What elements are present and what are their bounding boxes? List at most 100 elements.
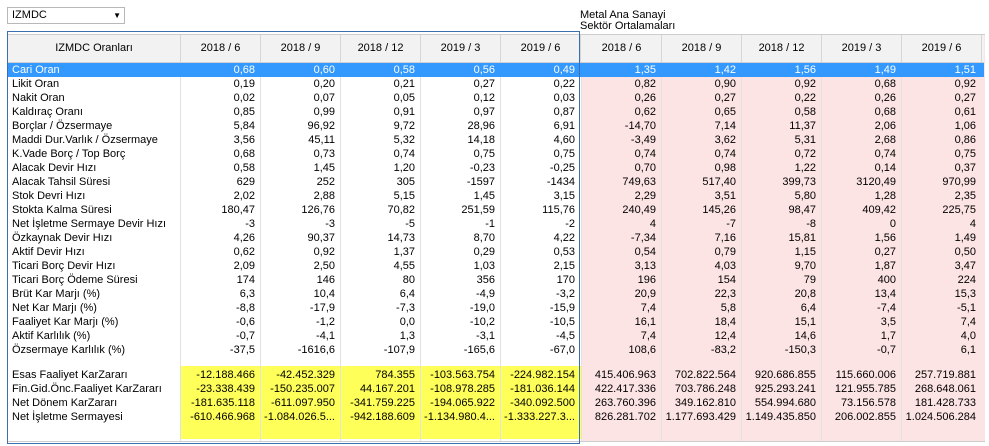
sector-value-cell: 4: [649, 218, 656, 230]
ratio-row[interactable]: Özsermaye Karlılık (%) -37,5 -1616,6 -107,9…: [8, 343, 984, 357]
sector-value-cell: -5,1: [957, 302, 976, 314]
ratio-row[interactable]: Alacak Tahsil Süresi 629 252 305 -1597 -1434 7…: [8, 175, 984, 189]
header-sector-period-1[interactable]: 2018 / 9: [662, 35, 742, 62]
sector-value-cell: 1,56: [742, 63, 822, 77]
sector-value-cell: -83,2: [710, 344, 736, 356]
ratio-row[interactable]: Aktif Devir Hızı 0,62 0,92 1,37 0,29 0,53 0,54…: [8, 245, 984, 259]
ratio-grid: IZMDC Oranları 2018 / 6 2018 / 9 2018 / 12…: [7, 34, 985, 442]
totals-row[interactable]: Net İşletme Sermayesi -610.466.968 -1.084.…: [8, 410, 984, 424]
sector-value-cell: 14,6: [794, 330, 816, 342]
sector-value-cell: 0,92: [794, 78, 816, 90]
sector-value-cell: -7: [726, 218, 736, 230]
row-label: Faaliyet Kar Marjı (%): [12, 316, 119, 328]
company-value-cell: -0,23: [469, 162, 495, 174]
sector-value-cell: 18,4: [714, 316, 736, 328]
ratio-row[interactable]: Brüt Kar Marjı (%) 6,3 10,4 6,4 -4,9 -3,2 20,9…: [8, 287, 984, 301]
header-period-1[interactable]: 2018 / 9: [261, 35, 341, 62]
row-label: Cari Oran: [12, 64, 60, 76]
company-value-cell: -8,8: [236, 302, 255, 314]
company-select[interactable]: IZMDC ▼: [7, 7, 125, 24]
company-value-cell: -1: [485, 218, 495, 230]
company-value-cell: -3,1: [476, 330, 495, 342]
row-label: Alacak Devir Hızı: [12, 162, 97, 174]
row-label: Borçlar / Özsermaye: [12, 120, 113, 132]
sector-value-cell: 1.177.693.429: [665, 411, 736, 423]
sector-value-cell: 98,47: [788, 204, 816, 216]
company-value-cell: -37,5: [229, 344, 255, 356]
header-period-0[interactable]: 2018 / 6: [181, 35, 261, 62]
header-sector-period-2[interactable]: 2018 / 12: [742, 35, 822, 62]
company-value-cell: 1,45: [473, 190, 495, 202]
row-label: Likit Oran: [12, 78, 60, 90]
company-value-cell: 0,99: [313, 106, 335, 118]
ratio-row[interactable]: Aktif Karlılık (%) -0,7 -4,1 1,3 -3,1 -4,5 7,4…: [8, 329, 984, 343]
ratio-row[interactable]: Cari Oran 0,68 0,60 0,58 0,56 0,49 1,35 1,42 1,5…: [8, 63, 984, 77]
ratio-row[interactable]: K.Vade Borç / Top Borç 0,68 0,73 0,74 0,75 0,…: [8, 147, 984, 161]
ratio-row[interactable]: Ticari Borç Ödeme Süresi 174 146 80 356 170 19…: [8, 273, 984, 287]
sector-value-cell: 1,22: [794, 162, 816, 174]
ratio-row[interactable]: Alacak Devir Hızı 0,58 1,45 1,20 -0,23 -0,25 0…: [8, 161, 984, 175]
sector-background: [582, 35, 985, 441]
company-value-cell: 251,59: [461, 204, 495, 216]
sector-value-cell: 79: [803, 274, 816, 286]
ratio-row[interactable]: Faaliyet Kar Marjı (%) -0,6 -1,2 0,0 -10,2 -1…: [8, 315, 984, 329]
sector-value-cell: 1.024.506.284: [905, 411, 976, 423]
company-value-cell: 0,12: [473, 92, 495, 104]
company-value-cell: 9,72: [393, 120, 415, 132]
column-divider: [340, 35, 341, 441]
company-value-cell: 2,09: [233, 260, 255, 272]
sector-value-cell: 0,14: [874, 162, 896, 174]
sector-value-cell: 0,79: [714, 246, 736, 258]
totals-row[interactable]: Esas Faaliyet KarZararı -12.188.466 -42.45…: [8, 368, 984, 382]
header-period-4[interactable]: 2019 / 6: [501, 35, 581, 62]
company-value-cell: -2: [565, 218, 575, 230]
ratio-row[interactable]: Net İşletme Sermaye Devir Hızı -3 -3 -5 -1 -2…: [8, 217, 984, 231]
totals-row[interactable]: Net Dönem KarZararı -181.635.118 -611.097.…: [8, 396, 984, 410]
company-value-cell: 1,3: [399, 330, 415, 342]
company-value-cell: -17,9: [309, 302, 335, 314]
company-value-cell: 0,19: [233, 78, 255, 90]
company-value-cell: 126,76: [301, 204, 335, 216]
ratio-row[interactable]: Net Kar Marjı (%) -8,8 -17,9 -7,3 -19,0 -15,9…: [8, 301, 984, 315]
company-value-cell: 4,22: [553, 232, 575, 244]
company-value-cell: -1616,6: [297, 344, 335, 356]
company-value-cell: 6,91: [553, 120, 575, 132]
ratio-row[interactable]: Özkaynak Devir Hızı 4,26 90,37 14,73 8,70 4,2…: [8, 231, 984, 245]
company-value-cell: 2,50: [313, 260, 335, 272]
company-value-cell: 0,0: [399, 316, 415, 328]
sector-value-cell: 1,28: [874, 190, 896, 202]
company-value-cell: 0,56: [473, 64, 495, 76]
ratio-row[interactable]: Likit Oran 0,19 0,20 0,21 0,27 0,22 0,82 0,90 0,…: [8, 77, 984, 91]
row-label: Ticari Borç Devir Hızı: [12, 260, 116, 272]
ratio-row[interactable]: Borçlar / Özsermaye 5,84 96,92 9,72 28,96 6,9…: [8, 119, 984, 133]
header-sector-period-0[interactable]: 2018 / 6: [582, 35, 662, 62]
column-divider: [581, 35, 582, 441]
chevron-down-icon[interactable]: ▼: [113, 11, 121, 20]
ratio-row[interactable]: Stokta Kalma Süresi 180,47 126,76 70,82 251,…: [8, 203, 984, 217]
company-value-cell: -19,0: [469, 302, 495, 314]
row-label: Kaldıraç Oranı: [12, 106, 83, 118]
row-label: Nakit Oran: [12, 92, 65, 104]
header-period-2[interactable]: 2018 / 12: [341, 35, 421, 62]
header-period-3[interactable]: 2019 / 3: [421, 35, 501, 62]
sector-value-cell: 0,74: [634, 148, 656, 160]
company-value-cell: 4,60: [553, 134, 575, 146]
sector-value-cell: 1,49: [822, 63, 902, 77]
company-value-cell: 1,45: [313, 162, 335, 174]
totals-row[interactable]: Fin.Gid.Önc.Faaliyet KarZararı -23.338.43…: [8, 382, 984, 396]
ratio-row[interactable]: Nakit Oran 0,02 0,07 0,05 0,12 0,03 0,26 0,27 0,…: [8, 91, 984, 105]
header-sector-period-4[interactable]: 2019 / 6: [902, 35, 982, 62]
sector-value-cell: 517,40: [702, 176, 736, 188]
sector-value-cell: 181.428.733: [914, 397, 976, 409]
ratio-row[interactable]: Maddi Dur.Varlık / Özsermaye 3,56 45,11 5,3…: [8, 133, 984, 147]
header-label[interactable]: IZMDC Oranları: [8, 35, 181, 62]
row-label: Net İşletme Sermaye Devir Hızı: [12, 218, 167, 230]
sector-value-cell: 400: [877, 274, 896, 286]
ratio-row[interactable]: Kaldıraç Oranı 0,85 0,99 0,91 0,97 0,87 0,62 0,…: [8, 105, 984, 119]
ratio-row[interactable]: Ticari Borç Devir Hızı 2,09 2,50 4,55 1,03 2,…: [8, 259, 984, 273]
sector-value-cell: 0,27: [874, 246, 896, 258]
sector-value-cell: 0: [889, 218, 896, 230]
header-sector-period-3[interactable]: 2019 / 3: [822, 35, 902, 62]
ratio-row[interactable]: Stok Devri Hızı 2,02 2,88 5,15 1,45 3,15 2,29 3…: [8, 189, 984, 203]
sector-value-cell: 268.648.061: [914, 383, 976, 395]
